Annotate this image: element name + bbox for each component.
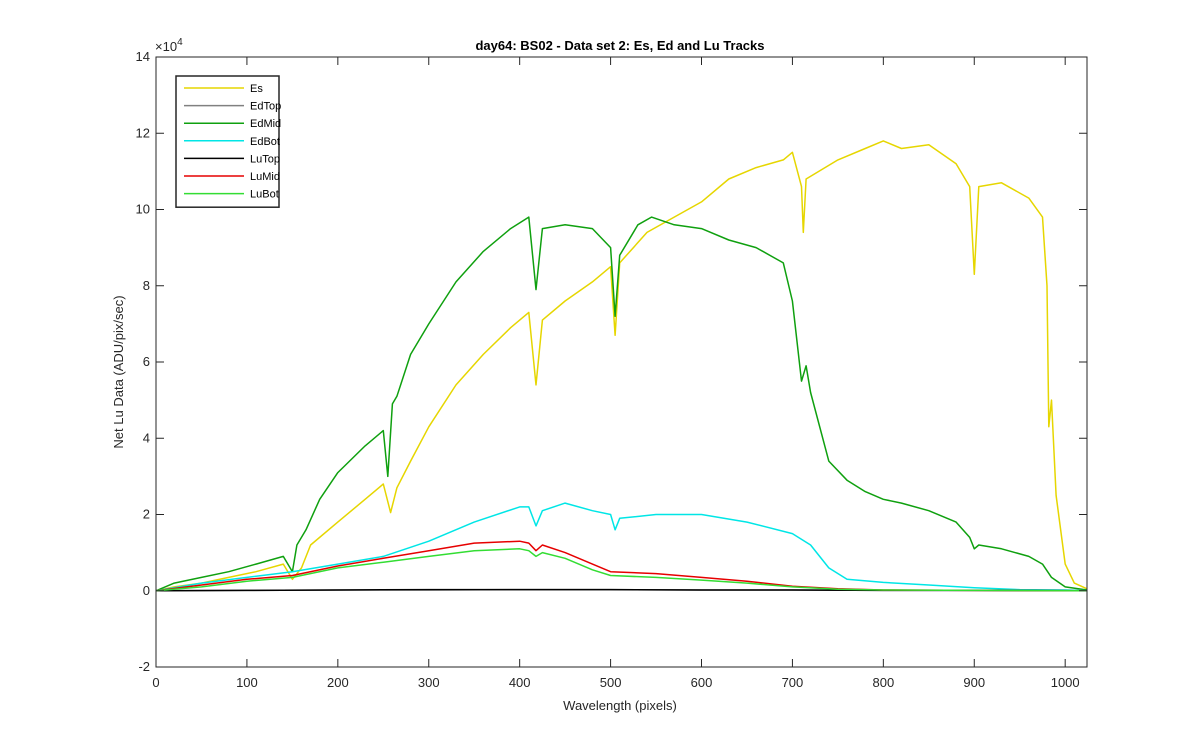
y-axis-label: Net Lu Data (ADU/pix/sec) [111, 295, 126, 448]
x-tick-label: 0 [152, 675, 159, 690]
legend-label-edbot: EdBot [250, 136, 280, 148]
legend: Es EdTop EdMid EdBot LuTop LuMid LuBot [175, 75, 281, 208]
y-tick-label: 14 [136, 49, 150, 64]
legend-label-lutop: LuTop [250, 153, 280, 165]
axis-ticks: 0 100 200 300 400 500 600 700 800 900 1000-2024681… [136, 49, 1087, 690]
legend-label-es: Es [250, 83, 263, 95]
chart-title: day64: BS02 - Data set 2: Es, Ed and Lu … [475, 38, 764, 53]
x-tick-label: 1000 [1051, 675, 1080, 690]
series-line-es [155, 140, 1088, 592]
svg-text:×104: ×104 [155, 37, 183, 54]
x-tick-label: 700 [782, 675, 804, 690]
series-line-lubot [155, 548, 1088, 592]
x-tick-label: 800 [872, 675, 894, 690]
x-tick-label: 100 [236, 675, 258, 690]
y-tick-label: 6 [143, 354, 150, 369]
y-exponent-base: ×10 [155, 39, 177, 54]
x-tick-label: 900 [963, 675, 985, 690]
y-tick-label: 2 [143, 507, 150, 522]
y-tick-label: -2 [138, 659, 150, 674]
x-axis-label: Wavelength (pixels) [563, 698, 677, 713]
y-tick-label: 10 [136, 202, 150, 217]
y-exponent-label: ×104 [155, 37, 183, 54]
legend-box [175, 75, 280, 208]
plot-area [155, 56, 1088, 668]
x-tick-label: 200 [327, 675, 349, 690]
y-exponent-power: 4 [177, 37, 183, 48]
x-tick-label: 600 [691, 675, 713, 690]
x-tick-label: 400 [509, 675, 531, 690]
y-tick-label: 8 [143, 278, 150, 293]
y-tick-label: 4 [143, 430, 150, 445]
plot-background [156, 57, 1087, 667]
legend-label-edmid: EdMid [250, 118, 281, 130]
legend-label-edtop: EdTop [250, 101, 281, 113]
x-tick-label: 300 [418, 675, 440, 690]
y-tick-label: 0 [143, 583, 150, 598]
series-line-edmid [155, 216, 1088, 592]
series-line-edbot [155, 502, 1088, 592]
x-tick-label: 500 [600, 675, 622, 690]
legend-label-lumid: LuMid [250, 171, 280, 183]
legend-label-lubot: LuBot [250, 189, 279, 201]
y-tick-label: 12 [136, 125, 150, 140]
